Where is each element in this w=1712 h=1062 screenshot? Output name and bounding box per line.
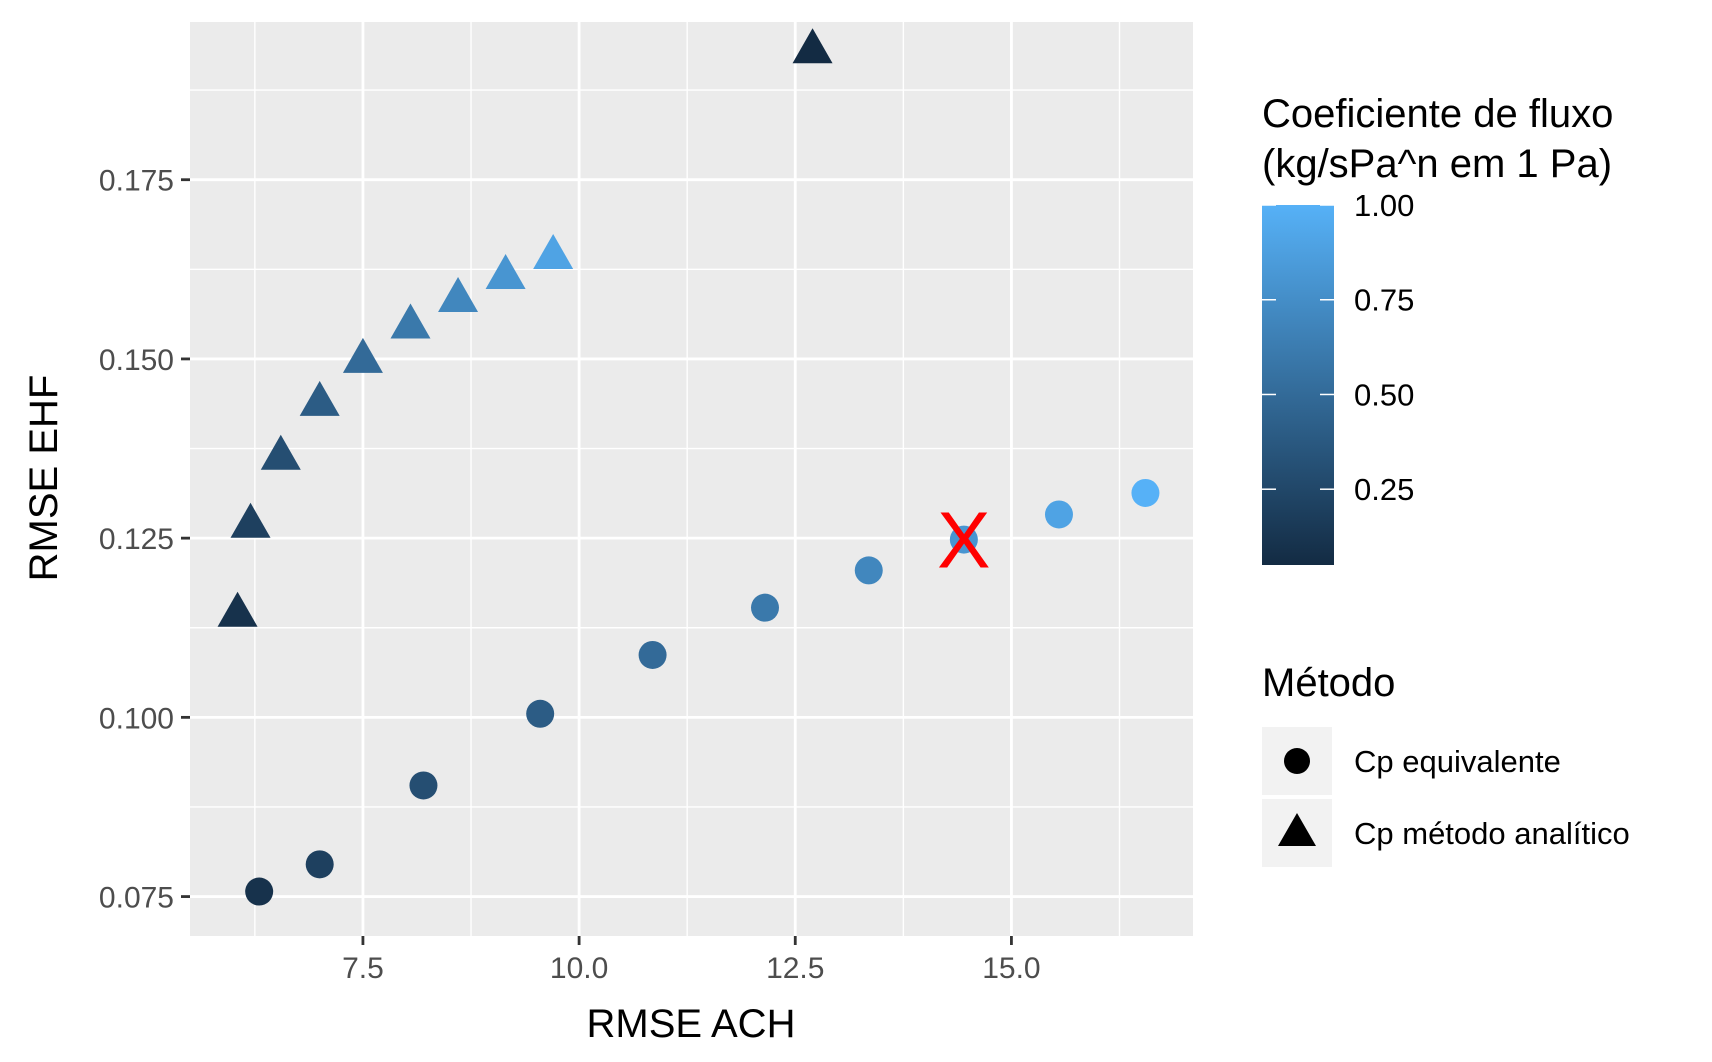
data-point-triangle xyxy=(342,337,383,373)
data-point-triangle xyxy=(299,380,340,416)
color-legend: Coeficiente de fluxo (kg/sPa^n em 1 Pa) … xyxy=(1262,92,1613,565)
colorbar-tick-label: 1.00 xyxy=(1354,188,1414,223)
shape-legend: Método Cp equivalente Cp método analític… xyxy=(1262,661,1630,867)
data-point-circle xyxy=(1131,478,1160,507)
legend-key-triangle-icon xyxy=(1278,813,1316,846)
data-point-circle xyxy=(949,525,978,554)
y-tick-label: 0.075 xyxy=(99,882,174,915)
colorbar-tick-label: 0.25 xyxy=(1354,472,1414,507)
x-axis: 7.5 10.0 12.5 15.0 xyxy=(342,936,1041,985)
legend-label-circle: Cp equivalente xyxy=(1354,744,1561,779)
grid-major xyxy=(190,22,1193,936)
y-axis: 0.075 0.100 0.125 0.150 0.175 xyxy=(99,165,190,915)
panel-background xyxy=(190,22,1193,936)
colorbar-ticks: 0.25 0.50 0.75 1.00 xyxy=(1262,188,1414,507)
data-point-circle xyxy=(1044,500,1073,529)
data-point-triangle xyxy=(533,233,574,269)
legend-label-triangle: Cp método analítico xyxy=(1354,816,1630,851)
x-tick-label: 15.0 xyxy=(982,952,1040,985)
data-point-circle xyxy=(305,850,334,879)
colorbar-tick-label: 0.50 xyxy=(1354,377,1414,412)
data-point-triangle xyxy=(217,591,258,627)
x-tick-label: 10.0 xyxy=(550,952,608,985)
data-point-circle xyxy=(854,556,883,585)
shape-legend-title: Método xyxy=(1262,661,1395,705)
y-tick-label: 0.175 xyxy=(99,165,174,198)
x-tick-label: 7.5 xyxy=(342,952,384,985)
data-point-circle xyxy=(750,593,779,622)
y-tick-label: 0.125 xyxy=(99,523,174,556)
colorbar-tick-label: 0.75 xyxy=(1354,283,1414,318)
annotation-x-mark: X xyxy=(937,496,990,585)
data-point-triangle xyxy=(230,502,271,538)
data-point-triangle xyxy=(390,303,431,339)
data-point-circle xyxy=(409,771,438,800)
x-axis-title: RMSE ACH xyxy=(587,1002,796,1046)
color-legend-title-line-1: Coeficiente de fluxo xyxy=(1262,92,1613,136)
data-points xyxy=(217,28,1160,906)
y-axis-title: RMSE EHF xyxy=(22,375,66,582)
y-tick-label: 0.100 xyxy=(99,702,174,735)
data-point-triangle xyxy=(792,28,833,64)
y-tick-label: 0.150 xyxy=(99,344,174,377)
data-point-triangle xyxy=(485,254,526,290)
color-legend-title-line-2: (kg/sPa^n em 1 Pa) xyxy=(1262,142,1612,186)
data-point-circle xyxy=(526,699,555,728)
grid-minor xyxy=(190,22,1193,936)
data-point-circle xyxy=(245,877,274,906)
data-point-circle xyxy=(638,640,667,669)
legend-key-circle-icon xyxy=(1284,748,1310,774)
data-point-triangle xyxy=(260,434,301,470)
data-point-triangle xyxy=(438,276,479,312)
x-tick-label: 12.5 xyxy=(766,952,824,985)
colorbar xyxy=(1262,205,1334,565)
annotations: X xyxy=(937,496,990,585)
